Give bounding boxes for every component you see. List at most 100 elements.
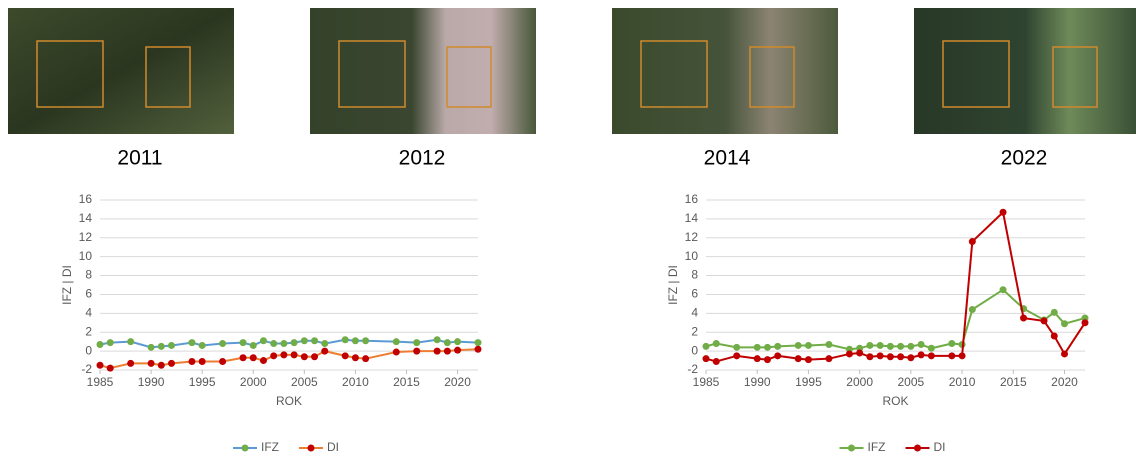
data-point <box>107 339 114 346</box>
data-point <box>148 344 155 351</box>
y-tick-label: 16 <box>685 192 699 206</box>
data-point <box>301 353 308 360</box>
x-tick-label: 1985 <box>693 375 720 389</box>
x-axis-label: ROK <box>276 394 302 408</box>
legend-marker <box>308 445 315 452</box>
data-point <box>887 343 894 350</box>
data-point <box>158 362 165 369</box>
data-point <box>280 351 287 358</box>
photo-year: 2012 <box>399 147 446 170</box>
data-point <box>454 347 461 354</box>
data-point <box>877 352 884 359</box>
data-point <box>764 344 771 351</box>
y-tick-label: 10 <box>79 249 93 263</box>
data-point <box>1082 319 1089 326</box>
data-point <box>321 340 328 347</box>
data-point <box>168 360 175 367</box>
x-tick-label: 2015 <box>393 375 420 389</box>
data-point <box>1061 320 1068 327</box>
data-point <box>342 352 349 359</box>
data-point <box>754 355 761 362</box>
data-point <box>1000 209 1007 216</box>
x-tick-label: 1990 <box>744 375 771 389</box>
x-tick-label: 2015 <box>1000 375 1027 389</box>
data-point <box>444 348 451 355</box>
photo-year: 2011 <box>117 147 162 170</box>
x-tick-label: 1985 <box>87 375 114 389</box>
data-point <box>97 362 104 369</box>
legend-label: DI <box>934 440 946 454</box>
y-tick-label: 8 <box>85 268 92 282</box>
data-point <box>774 352 781 359</box>
y-tick-label: 2 <box>85 324 92 338</box>
data-point <box>795 355 802 362</box>
data-point <box>188 358 195 365</box>
data-point <box>454 338 461 345</box>
photo <box>310 8 536 134</box>
data-point <box>434 348 441 355</box>
data-point <box>774 343 781 350</box>
data-point <box>362 337 369 344</box>
data-point <box>877 342 884 349</box>
data-point <box>1041 317 1048 324</box>
data-point <box>805 342 812 349</box>
data-point <box>959 352 966 359</box>
data-point <box>866 353 873 360</box>
data-point <box>918 341 925 348</box>
data-point <box>1051 309 1058 316</box>
data-point <box>928 345 935 352</box>
data-point <box>703 355 710 362</box>
x-tick-label: 2010 <box>949 375 976 389</box>
x-tick-label: 2005 <box>291 375 318 389</box>
data-point <box>918 351 925 358</box>
data-point <box>475 339 482 346</box>
data-point <box>825 341 832 348</box>
data-point <box>148 360 155 367</box>
data-point <box>703 343 710 350</box>
series-line <box>706 212 1085 361</box>
data-point <box>352 354 359 361</box>
data-point <box>311 337 318 344</box>
data-point <box>948 352 955 359</box>
data-point <box>897 343 904 350</box>
x-tick-label: 2010 <box>342 375 369 389</box>
y-axis-label: IFZ | DI <box>60 265 74 305</box>
aerial-photos <box>8 8 1136 134</box>
photo-year: 2014 <box>704 147 751 170</box>
photo <box>914 8 1136 134</box>
data-point <box>856 350 863 357</box>
x-tick-label: 2020 <box>444 375 471 389</box>
data-point <box>393 349 400 356</box>
data-point <box>907 343 914 350</box>
data-point <box>219 340 226 347</box>
data-point <box>733 352 740 359</box>
data-point <box>887 353 894 360</box>
data-point <box>260 357 267 364</box>
y-tick-label: 6 <box>85 287 92 301</box>
data-point <box>1061 350 1068 357</box>
data-point <box>805 356 812 363</box>
y-tick-label: 0 <box>691 343 698 357</box>
x-tick-label: 1995 <box>189 375 216 389</box>
data-point <box>866 342 873 349</box>
data-point <box>168 342 175 349</box>
data-point <box>434 336 441 343</box>
data-point <box>199 342 206 349</box>
data-point <box>188 339 195 346</box>
data-point <box>969 306 976 313</box>
data-point <box>754 344 761 351</box>
data-point <box>240 354 247 361</box>
photo <box>612 8 838 134</box>
y-tick-label: 12 <box>685 230 699 244</box>
x-axis-label: ROK <box>882 394 908 408</box>
data-point <box>969 238 976 245</box>
data-point <box>127 360 134 367</box>
data-point <box>713 358 720 365</box>
y-tick-label: 10 <box>685 249 699 263</box>
data-point <box>928 352 935 359</box>
x-tick-label: 2000 <box>846 375 873 389</box>
x-tick-label: 1995 <box>795 375 822 389</box>
data-point <box>97 341 104 348</box>
data-point <box>846 350 853 357</box>
data-point <box>1020 315 1027 322</box>
